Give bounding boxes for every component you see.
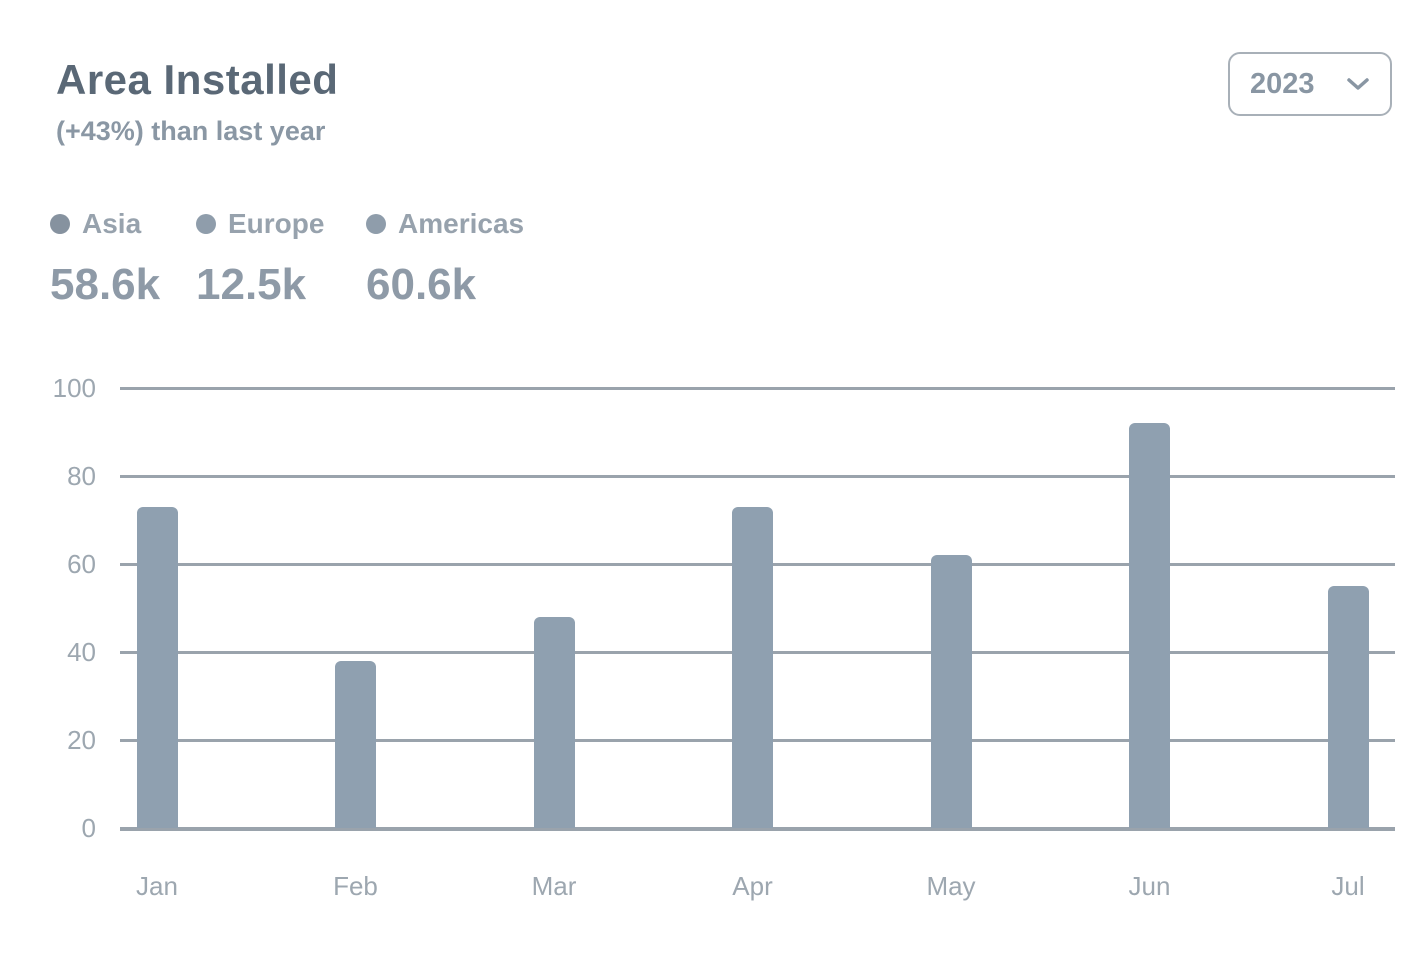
- y-axis-label: 40: [67, 637, 96, 667]
- legend-dot-americas-icon: [366, 214, 386, 234]
- legend-dot-europe-icon: [196, 214, 216, 234]
- x-axis-label: May: [926, 871, 976, 901]
- x-axis-label: Jun: [1128, 871, 1171, 901]
- bar-jul[interactable]: [1327, 586, 1369, 828]
- legend-item-asia[interactable]: Asia: [50, 208, 160, 240]
- x-axis-label: Feb: [333, 871, 378, 901]
- chart-title: Area Installed: [56, 56, 339, 103]
- y-axis-label: 20: [67, 725, 96, 755]
- legend-item-europe[interactable]: Europe: [196, 208, 324, 240]
- legend-dot-asia-icon: [50, 214, 70, 234]
- year-select-button[interactable]: 2023: [1228, 52, 1392, 116]
- bar-apr[interactable]: [732, 506, 773, 828]
- x-axis-label: Apr: [732, 871, 773, 901]
- gridline: [120, 386, 1395, 390]
- bar-feb[interactable]: [335, 660, 376, 828]
- y-axis-label: 0: [81, 813, 96, 843]
- x-axis-label: Mar: [531, 871, 577, 901]
- legend-label: Americas: [398, 208, 525, 239]
- y-axis-label: 80: [67, 461, 96, 491]
- legend-stat-asia: Asia 58.6k: [50, 208, 160, 310]
- year-select-value: 2023: [1250, 67, 1315, 100]
- legend-total: 58.6k: [50, 260, 161, 309]
- bar-mar[interactable]: [533, 616, 575, 828]
- y-axis-label: 60: [67, 549, 96, 579]
- y-axis-label: 100: [52, 373, 96, 403]
- legend-label: Europe: [228, 208, 325, 239]
- legend-item-americas[interactable]: Americas: [366, 208, 524, 240]
- chart-subtitle: (+43%) than last year: [56, 116, 326, 146]
- chevron-down-icon: [1346, 77, 1370, 91]
- bar-jan[interactable]: [136, 506, 178, 828]
- legend-stat-europe: Europe 12.5k: [196, 208, 324, 310]
- x-axis-label: Jan: [136, 871, 178, 901]
- legend-total: 12.5k: [196, 260, 307, 309]
- x-axis-label: Jul: [1331, 871, 1365, 901]
- legend-total: 60.6k: [366, 260, 477, 309]
- legend-stat-americas: Americas 60.6k: [366, 208, 524, 310]
- bar-jun[interactable]: [1129, 423, 1170, 828]
- gridline: [120, 474, 1395, 478]
- legend-label: Asia: [82, 208, 142, 239]
- x-axis-line: [120, 826, 1395, 831]
- bar-may[interactable]: [930, 555, 972, 828]
